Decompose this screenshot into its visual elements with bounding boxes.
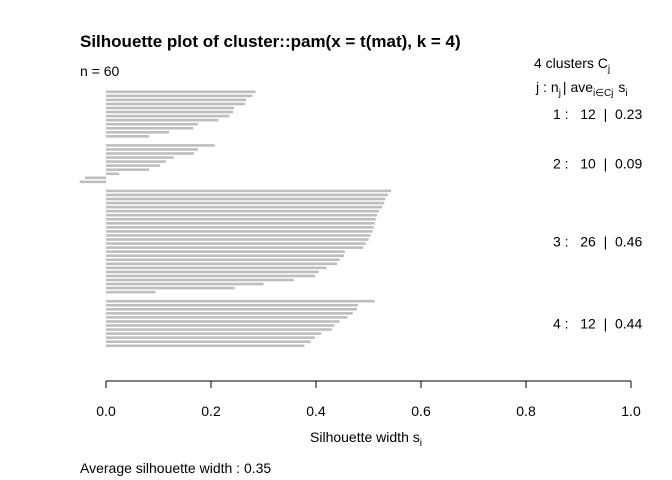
- silhouette-bar-c4-9: [106, 332, 322, 335]
- silhouette-bar-c3-13: [106, 238, 369, 241]
- silhouette-bar-c2-6: [106, 164, 161, 167]
- silhouette-bar-c3-9: [106, 222, 375, 225]
- silhouette-bar-c3-16: [106, 250, 345, 253]
- silhouette-bar-c3-20: [106, 266, 327, 270]
- x-axis: 0.0 0.2 0.4 0.6 0.8 1.0: [96, 380, 641, 419]
- cluster-label-4: 4 : 12 | 0.44: [553, 315, 642, 331]
- average-silhouette-width: Average silhouette width : 0.35: [80, 460, 271, 476]
- silhouette-bar-c4-8: [106, 328, 332, 331]
- silhouette-bar-c1-12: [106, 135, 150, 138]
- silhouette-bar-c2-5: [106, 160, 166, 163]
- silhouette-bar-c3-8: [106, 217, 376, 221]
- silhouette-bar-c3-19: [106, 262, 337, 266]
- silhouette-bar-c4-10: [106, 336, 315, 339]
- silhouette-bar-c3-23: [106, 278, 294, 282]
- silhouette-bar-c1-5: [106, 106, 235, 110]
- cluster-label-1: 1 : 12 | 0.23: [553, 106, 642, 122]
- silhouette-bar-c3-3: [106, 197, 386, 201]
- chart-title: Silhouette plot of cluster::pam(x = t(ma…: [80, 32, 461, 51]
- silhouette-bar-c4-11: [106, 340, 311, 343]
- silhouette-bar-c3-21: [106, 270, 319, 274]
- silhouette-bar-c3-4: [106, 201, 385, 205]
- silhouette-bar-c2-10: [79, 180, 106, 184]
- x-tick-label-0.0: 0.0: [96, 403, 116, 419]
- x-axis-label: Silhouette width si: [310, 429, 422, 449]
- silhouette-bar-c4-5: [106, 316, 348, 319]
- x-tick-label-0.8: 0.8: [516, 403, 536, 419]
- silhouette-bar-c3-1: [106, 189, 392, 193]
- silhouette-bar-c4-6: [106, 320, 340, 323]
- silhouette-bar-c3-17: [106, 254, 344, 257]
- silhouette-bar-c1-4: [106, 102, 246, 106]
- silhouette-bar-c3-2: [106, 193, 388, 197]
- silhouette-bar-c4-4: [106, 312, 353, 315]
- cluster-labels-group: 1 : 12 | 0.23 2 : 10 | 0.09 3 : 26 | 0.46 4…: [553, 106, 642, 331]
- silhouette-bar-c2-3: [106, 152, 195, 155]
- silhouette-bar-c2-9: [85, 176, 106, 180]
- bars-group: [79, 90, 392, 348]
- silhouette-bar-c1-7: [106, 114, 230, 118]
- silhouette-bar-c2-1: [106, 144, 215, 147]
- silhouette-bar-c3-26: [106, 290, 156, 294]
- silhouette-bar-c3-5: [106, 205, 383, 209]
- silhouette-bar-c1-6: [106, 110, 234, 114]
- silhouette-bar-c3-15: [106, 246, 364, 249]
- silhouette-bar-c3-25: [106, 286, 235, 290]
- silhouette-bar-c3-11: [106, 230, 373, 233]
- column-header: j : nj | avei∈Cj si: [535, 79, 628, 99]
- silhouette-bar-c1-11: [106, 131, 169, 134]
- x-tick-label-1.0: 1.0: [621, 403, 641, 419]
- silhouette-bar-c3-12: [106, 234, 371, 237]
- silhouette-bar-c1-1: [106, 90, 256, 94]
- silhouette-bar-c1-3: [106, 98, 247, 102]
- clusters-header: 4 clusters Cj: [534, 55, 610, 75]
- cluster-label-2: 2 : 10 | 0.09: [553, 156, 642, 172]
- silhouette-bar-c1-10: [106, 126, 194, 130]
- silhouette-bar-c3-18: [106, 258, 340, 262]
- silhouette-bar-c4-2: [106, 303, 358, 307]
- silhouette-bar-c2-7: [106, 168, 150, 171]
- silhouette-bar-c1-2: [106, 94, 253, 98]
- silhouette-bar-c3-10: [106, 226, 374, 229]
- silhouette-bar-c3-7: [106, 213, 377, 217]
- silhouette-bar-c4-12: [106, 344, 305, 348]
- silhouette-bar-c3-22: [106, 274, 315, 278]
- silhouette-bar-c4-1: [106, 299, 375, 303]
- n-label: n = 60: [80, 63, 120, 79]
- silhouette-bar-c1-9: [106, 122, 198, 126]
- silhouette-bar-c4-3: [106, 308, 357, 311]
- silhouette-bar-c2-4: [106, 156, 174, 159]
- silhouette-bar-c4-7: [106, 324, 335, 327]
- x-tick-label-0.4: 0.4: [306, 403, 326, 419]
- x-tick-label-0.6: 0.6: [411, 403, 431, 419]
- silhouette-bar-c2-2: [106, 148, 198, 151]
- silhouette-bar-c3-24: [106, 282, 264, 286]
- cluster-label-3: 3 : 26 | 0.46: [553, 234, 642, 250]
- silhouette-bar-c1-8: [106, 118, 219, 122]
- silhouette-bar-c3-6: [106, 209, 379, 213]
- silhouette-bar-c2-8: [106, 172, 120, 176]
- x-tick-label-0.2: 0.2: [201, 403, 221, 419]
- silhouette-bar-c3-14: [106, 242, 366, 245]
